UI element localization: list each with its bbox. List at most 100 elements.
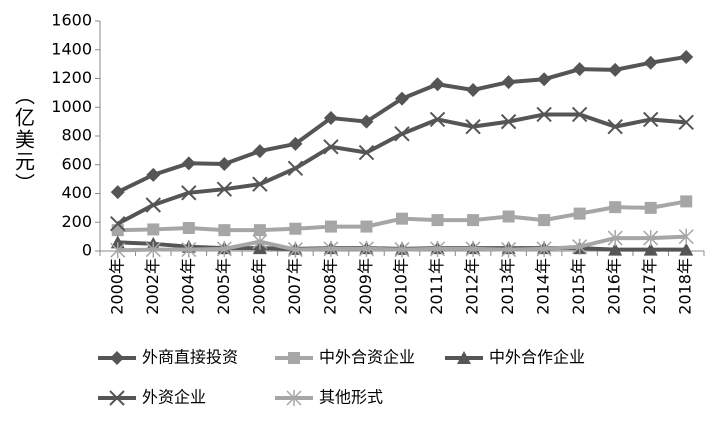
x-tick-label: 2014年 [534, 258, 553, 315]
marker [288, 352, 300, 364]
x-tick-label: 2013年 [498, 258, 517, 315]
marker [609, 201, 622, 214]
marker [146, 167, 161, 182]
x-tick-label: 2017年 [640, 258, 659, 315]
marker [538, 214, 551, 227]
marker [430, 77, 445, 92]
x-tick-label: 2011年 [427, 258, 446, 315]
x-tick-label: 2004年 [178, 258, 197, 315]
marker [181, 185, 197, 201]
marker [110, 242, 126, 259]
marker [110, 235, 125, 249]
marker [429, 240, 446, 257]
marker [678, 114, 694, 131]
x-tick-label: 2018年 [676, 258, 695, 315]
y-tick-label: 400 [61, 183, 92, 202]
marker [252, 233, 268, 250]
marker [536, 240, 552, 257]
marker [110, 351, 124, 365]
series-line [116, 112, 687, 226]
marker [218, 224, 231, 237]
marker [643, 230, 659, 247]
marker [111, 224, 124, 237]
legend-label: 其他形式 [319, 388, 383, 407]
marker [181, 156, 196, 171]
marker [573, 207, 586, 220]
marker [572, 238, 588, 255]
marker [110, 185, 125, 200]
marker [467, 214, 480, 227]
x-tick-label: 2005年 [214, 258, 233, 315]
x-tick-label: 2015年 [569, 258, 588, 315]
marker [145, 241, 161, 258]
marker [110, 215, 126, 232]
marker [287, 241, 303, 258]
marker [395, 91, 409, 106]
marker [216, 181, 233, 197]
x-tick-label: 2012年 [463, 258, 482, 315]
marker [323, 240, 339, 257]
marker [607, 230, 623, 247]
marker [253, 224, 266, 237]
marker [536, 106, 552, 123]
marker [216, 240, 232, 257]
x-tick-label: 2000年 [107, 258, 126, 315]
marker [359, 114, 374, 129]
marker [501, 241, 517, 258]
marker [252, 144, 267, 159]
x-tick-label: 2002年 [143, 258, 162, 315]
marker [288, 136, 303, 151]
marker [572, 62, 587, 77]
marker [431, 214, 444, 227]
x-tick-label: 2016年 [605, 258, 624, 315]
x-tick-label: 2008年 [320, 258, 339, 315]
marker [394, 241, 410, 258]
y-tick-label: 0 [82, 241, 92, 260]
y-tick-label: 600 [61, 154, 92, 173]
marker [502, 210, 515, 223]
marker [289, 222, 302, 235]
marker [181, 241, 197, 258]
marker [323, 111, 338, 126]
marker [642, 111, 659, 128]
marker [145, 197, 162, 213]
series-line [116, 54, 687, 194]
y-tick-label: 200 [61, 212, 92, 231]
marker [360, 220, 373, 233]
marker [537, 72, 552, 87]
y-tick-label: 1000 [51, 97, 92, 116]
x-tick-label: 2006年 [249, 258, 268, 315]
marker [324, 220, 337, 233]
marker [396, 212, 408, 225]
marker [643, 242, 658, 256]
marker [608, 242, 623, 256]
legend-label: 外商直接投资 [142, 348, 238, 367]
marker [429, 111, 446, 128]
marker [252, 176, 268, 192]
x-tick-label: 2009年 [356, 258, 375, 315]
marker [457, 351, 471, 364]
marker [147, 223, 160, 236]
marker [571, 106, 588, 123]
marker [323, 139, 339, 155]
x-tick-label: 2007年 [285, 258, 304, 315]
marker [465, 240, 481, 257]
marker [500, 113, 517, 130]
legend-label: 中外合资企业 [319, 348, 415, 367]
marker [287, 160, 304, 177]
marker [217, 157, 232, 172]
y-tick-label: 1600 [51, 11, 92, 30]
marker [358, 144, 375, 161]
marker [358, 240, 375, 257]
x-tick-label: 2010年 [392, 258, 411, 315]
y-axis-label: （亿美元） [12, 85, 36, 195]
marker [643, 55, 658, 70]
marker [644, 201, 657, 214]
y-tick-label: 800 [61, 126, 92, 145]
legend-label: 外资企业 [142, 388, 206, 407]
y-tick-label: 1200 [51, 68, 92, 87]
marker [286, 390, 302, 406]
marker [678, 228, 694, 245]
marker [608, 62, 623, 77]
